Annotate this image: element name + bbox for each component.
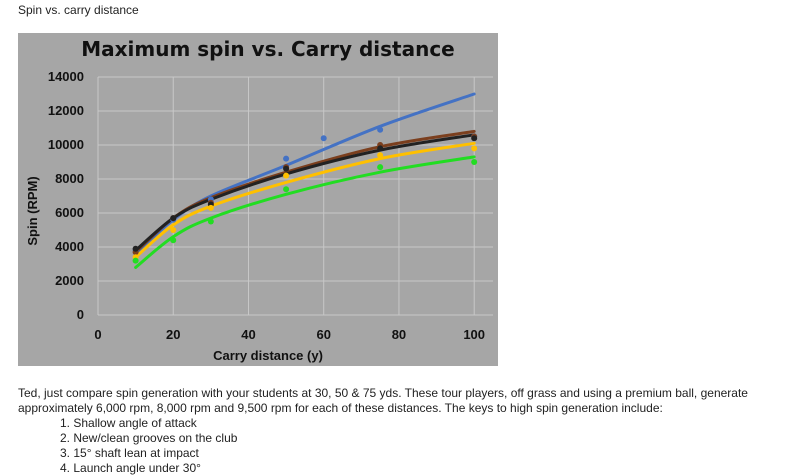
page-caption: Spin vs. carry distance: [18, 3, 139, 17]
x-axis-label: Carry distance (y): [213, 348, 323, 363]
list-item: 4. Launch angle under 30°: [60, 461, 201, 475]
keys-list: 1. Shallow angle of attack 2. New/clean …: [60, 416, 237, 476]
y-tick-label: 6000: [55, 205, 84, 220]
x-tick-label: 20: [166, 327, 180, 342]
y-tick-label: 12000: [48, 103, 84, 118]
y-tick-label: 14000: [48, 69, 84, 84]
data-points: [132, 126, 478, 264]
list-item: 2. New/clean grooves on the club: [60, 431, 238, 445]
body-paragraph: Ted, just compare spin generation with y…: [18, 386, 748, 415]
data-point: [320, 135, 327, 142]
x-tick-label: 40: [241, 327, 255, 342]
y-tick-label: 8000: [55, 171, 84, 186]
list-item: 1. Shallow angle of attack: [60, 416, 197, 430]
trend-line-4: [134, 155, 476, 269]
x-tick-label: 80: [392, 327, 406, 342]
y-tick-label: 4000: [55, 239, 84, 254]
y-tick-label: 0: [77, 307, 84, 322]
data-point: [471, 135, 478, 142]
data-point: [283, 186, 290, 193]
chart-container: 0 20 40 60 80 100 0 2000 4000 6000 8000 10000 12000 1…: [18, 33, 498, 366]
spin-vs-carry-chart: 0 20 40 60 80 100 0 2000 4000 6000 8000 10000 12000 1…: [18, 33, 498, 366]
y-tick-label: 10000: [48, 137, 84, 152]
x-tick-label: 60: [316, 327, 330, 342]
data-point: [207, 204, 214, 211]
data-point: [377, 145, 384, 152]
data-point: [170, 237, 177, 244]
x-tick-label: 100: [463, 327, 485, 342]
data-point: [283, 155, 290, 162]
data-point: [283, 165, 290, 172]
data-point: [377, 152, 384, 159]
data-point: [170, 227, 177, 233]
y-axis-label: Spin (RPM): [25, 176, 40, 245]
trend-line-3: [134, 141, 476, 259]
y-tick-label: 2000: [55, 273, 84, 288]
data-point: [283, 172, 290, 179]
data-point: [471, 159, 478, 165]
data-point: [471, 145, 478, 152]
chart-title: Maximum spin vs. Carry distance: [81, 37, 455, 61]
data-point: [377, 126, 384, 133]
data-point: [377, 164, 384, 171]
data-point: [170, 215, 177, 222]
tick-labels: 0 20 40 60 80 100 0 2000 4000 6000 8000 10000 12000 1…: [48, 69, 485, 342]
data-point: [132, 245, 139, 252]
data-point: [132, 257, 139, 264]
chart-background: [18, 33, 498, 366]
x-tick-label: 0: [94, 327, 101, 342]
list-item: 3. 15° shaft lean at impact: [60, 446, 199, 460]
data-point: [207, 218, 214, 225]
